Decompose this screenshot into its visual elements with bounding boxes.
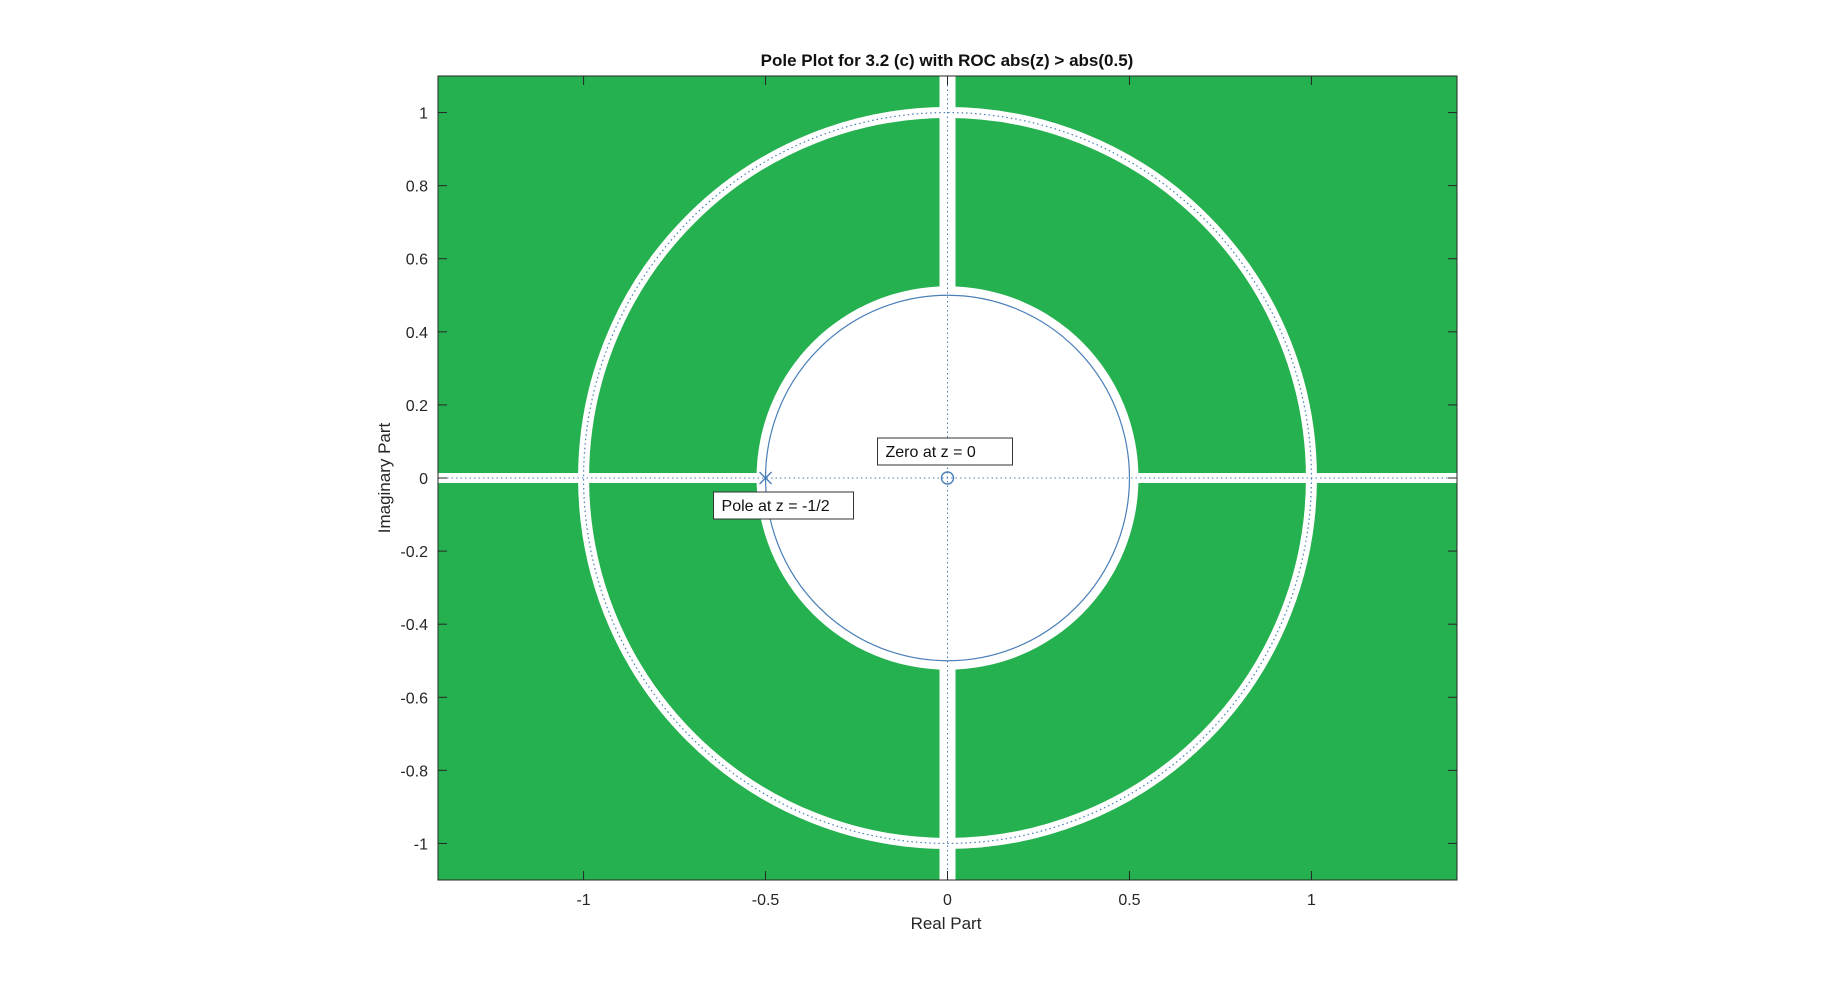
x-tick-label: -1 [576,892,590,909]
annotation-text: Pole at z = -1/2 [722,498,830,515]
annotation-layer: Zero at z = 0 Pole at z = -1/2 [713,437,1013,520]
y-tick-label: 0.6 [406,252,428,269]
y-tick-label: 0 [419,471,428,488]
y-tick-label: 0.8 [406,179,428,196]
y-tick-label: 0.2 [406,398,428,415]
y-tick-label: 0.4 [406,325,428,342]
pole-marker [759,471,773,485]
marker-layer [759,471,955,485]
y-tick-label: -0.6 [400,690,428,707]
y-tick-label: -0.4 [400,617,428,634]
annotation-box [713,491,855,520]
y-tick-label: -1 [414,836,428,853]
y-tick-label: 1 [419,106,428,123]
y-tick-label: -0.8 [400,763,428,780]
x-tick-label: -0.5 [752,892,780,909]
annotation-0: Zero at z = 0 [877,437,1013,466]
x-axis-label: Real Part [911,914,982,933]
axes: -1 -0.5 0 0.5 1 -1 -0.8 -0.6 -0.4 -0.2 0 0.2 0.4 0.6 0… [400,75,1458,909]
x-tick-label: 1 [1307,892,1316,909]
zero-marker [940,471,955,485]
y-axis-label: Imaginary Part [375,422,394,533]
annotation-1: Pole at z = -1/2 [713,491,855,520]
annotation-box [877,437,1013,466]
annotation-text: Zero at z = 0 [886,444,976,461]
x-tick-label: 0 [943,892,952,909]
x-tick-label: 0.5 [1118,892,1140,909]
chart-title: Pole Plot for 3.2 (c) with ROC abs(z) > … [761,51,1134,70]
y-tick-label: -0.2 [400,544,428,561]
